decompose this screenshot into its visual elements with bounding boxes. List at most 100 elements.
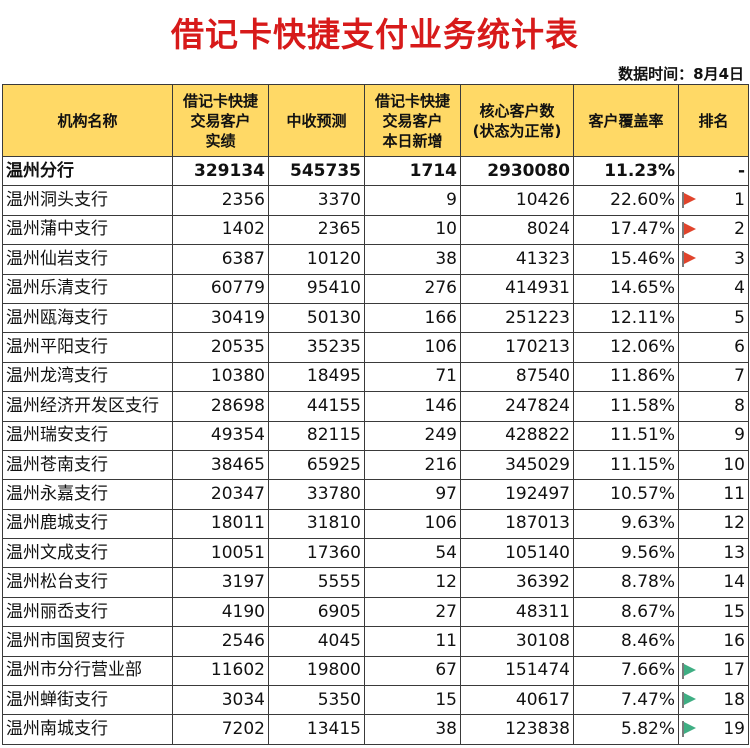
cell-rank: 8 (678, 391, 749, 422)
cell-core: 151474 (460, 655, 574, 687)
cell-name: 温州苍南支行 (2, 449, 173, 481)
rank-value: 5 (734, 307, 745, 328)
table-row: 温州洞头支行 2356 3370 9 10426 22.60% 1 (2, 185, 749, 216)
cell-name: 温州永嘉支行 (2, 479, 173, 510)
cell-rank: 14 (678, 567, 749, 598)
table-row: 温州蝉街支行 3034 5350 15 40617 7.47% 18 (2, 685, 749, 716)
cell-name: 温州鹿城支行 (2, 508, 173, 540)
cell-name: 温州松台支行 (2, 567, 173, 598)
cell-core: 247824 (460, 391, 574, 422)
cell-name: 温州市分行营业部 (2, 655, 173, 687)
cell-name: 温州蝉街支行 (2, 685, 173, 716)
cell-rank: 2 (678, 214, 749, 246)
cell-new-today: 67 (364, 655, 461, 687)
cell-name: 温州平阳支行 (2, 332, 173, 363)
cell-rank: 15 (678, 596, 749, 628)
column-header: 中收预测 (268, 84, 365, 157)
table-row: 温州南城支行 7202 13415 38 123838 5.82% 19 (2, 714, 749, 745)
cell-rank: 10 (678, 449, 749, 481)
table-row: 温州市国贸支行 2546 4045 11 30108 8.46% 16 (2, 626, 749, 657)
cell-rank: 19 (678, 714, 749, 745)
cell-name: 温州龙湾支行 (2, 361, 173, 393)
cell-name: 温州乐清支行 (2, 273, 173, 304)
rank-value: 19 (723, 719, 745, 740)
cell-coverage: 11.51% (573, 420, 679, 451)
green-flag-icon (682, 692, 696, 709)
rank-value: 12 (723, 513, 745, 534)
cell-core: 2930080 (460, 155, 574, 187)
cell-rank: 12 (678, 508, 749, 540)
cell-coverage: 22.60% (573, 185, 679, 216)
cell-name: 温州瓯海支行 (2, 302, 173, 334)
column-header-line: 中收预测 (286, 111, 347, 130)
cell-rank: 5 (678, 302, 749, 334)
column-header: 核心客户数 (状态为正常) (460, 84, 574, 157)
cell-customers: 18011 (172, 508, 269, 540)
cell-customers: 3034 (172, 685, 269, 716)
rank-value: 18 (723, 689, 745, 710)
cell-coverage: 11.58% (573, 391, 679, 422)
cell-coverage: 8.78% (573, 567, 679, 598)
cell-forecast: 44155 (268, 391, 365, 422)
cell-customers: 60779 (172, 273, 269, 304)
cell-coverage: 11.86% (573, 361, 679, 393)
table-row: 温州永嘉支行 20347 33780 97 192497 10.57% 11 (2, 479, 749, 510)
table-row: 温州瑞安支行 49354 82115 249 428822 11.51% 9 (2, 420, 749, 451)
cell-rank: 9 (678, 420, 749, 451)
cell-core: 8024 (460, 214, 574, 246)
cell-coverage: 8.46% (573, 626, 679, 657)
table-row: 温州龙湾支行 10380 18495 71 87540 11.86% 7 (2, 361, 749, 393)
table-row: 温州仙岩支行 6387 10120 38 41323 15.46% 3 (2, 244, 749, 275)
cell-forecast: 17360 (268, 538, 365, 569)
cell-forecast: 4045 (268, 626, 365, 657)
cell-forecast: 13415 (268, 714, 365, 745)
cell-rank: 4 (678, 273, 749, 304)
cell-new-today: 38 (364, 244, 461, 275)
cell-core: 10426 (460, 185, 574, 216)
cell-coverage: 11.23% (573, 155, 679, 187)
cell-rank: 11 (678, 479, 749, 510)
cell-rank: 7 (678, 361, 749, 393)
cell-customers: 49354 (172, 420, 269, 451)
cell-name: 温州蒲中支行 (2, 214, 173, 246)
summary-row: 温州分行 329134 545735 1714 2930080 11.23% - (2, 155, 749, 187)
cell-new-today: 166 (364, 302, 461, 334)
cell-customers: 30419 (172, 302, 269, 334)
cell-core: 192497 (460, 479, 574, 510)
cell-name: 温州瑞安支行 (2, 420, 173, 451)
cell-customers: 10051 (172, 538, 269, 569)
rank-value: 6 (734, 337, 745, 358)
cell-new-today: 216 (364, 449, 461, 481)
cell-name: 温州洞头支行 (2, 185, 173, 216)
cell-core: 187013 (460, 508, 574, 540)
rank-value: 2 (734, 219, 745, 240)
column-header: 借记卡快捷 交易客户 本日新增 (364, 84, 461, 157)
cell-forecast: 50130 (268, 302, 365, 334)
cell-new-today: 106 (364, 332, 461, 363)
cell-new-today: 15 (364, 685, 461, 716)
cell-core: 36392 (460, 567, 574, 598)
cell-customers: 20535 (172, 332, 269, 363)
cell-core: 48311 (460, 596, 574, 628)
rank-value: 7 (734, 366, 745, 387)
column-header-line: 排名 (698, 111, 729, 130)
cell-new-today: 54 (364, 538, 461, 569)
column-header: 排名 (678, 84, 749, 157)
data-date: 数据时间：8月4日 (618, 65, 744, 83)
cell-new-today: 106 (364, 508, 461, 540)
red-flag-icon (682, 192, 696, 209)
column-header: 客户覆盖率 (573, 84, 679, 157)
cell-coverage: 7.66% (573, 655, 679, 687)
cell-customers: 4190 (172, 596, 269, 628)
rank-value: 13 (723, 542, 745, 563)
rank-value: 11 (723, 483, 745, 504)
table-row: 温州市分行营业部 11602 19800 67 151474 7.66% 17 (2, 655, 749, 687)
column-header: 借记卡快捷 交易客户 实绩 (172, 84, 269, 157)
cell-core: 40617 (460, 685, 574, 716)
cell-core: 251223 (460, 302, 574, 334)
cell-new-today: 1714 (364, 155, 461, 187)
cell-customers: 2546 (172, 626, 269, 657)
table-row: 温州平阳支行 20535 35235 106 170213 12.06% 6 (2, 332, 749, 363)
rank-value: 1 (734, 190, 745, 211)
red-flag-icon (682, 221, 696, 238)
